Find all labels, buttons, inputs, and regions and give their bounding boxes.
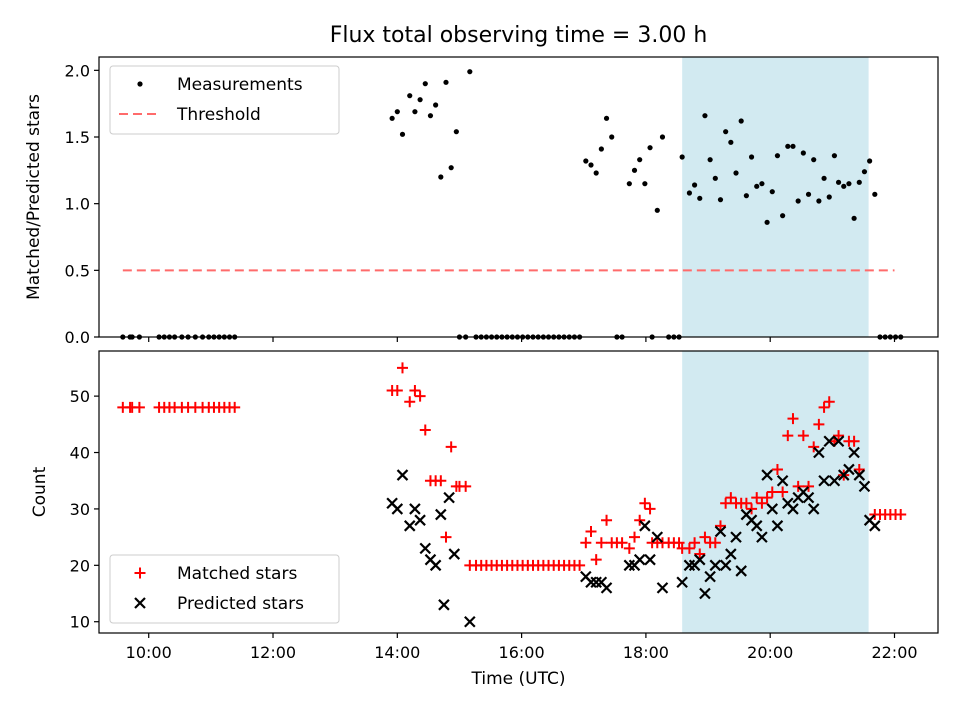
- ratio-data-point: [754, 184, 759, 189]
- ratio-data-point: [723, 129, 728, 134]
- ratio-data-point: [872, 192, 877, 197]
- ratio-data-point: [796, 198, 801, 203]
- ratio-data-point: [739, 118, 744, 123]
- ratio-data-point: [852, 216, 857, 221]
- ratio-data-point: [718, 197, 723, 202]
- count-x-tick-label: 18:00: [623, 643, 669, 662]
- ratio-data-point: [594, 170, 599, 175]
- ratio-data-point: [660, 134, 665, 139]
- ratio-data-point: [395, 109, 400, 114]
- ratio-data-point: [632, 168, 637, 173]
- ratio-y-tick-label: 1.5: [65, 128, 90, 147]
- count-y-tick-label: 50: [70, 387, 90, 406]
- ratio-data-point: [417, 97, 422, 102]
- count-y-axis-label: Count: [30, 466, 50, 517]
- ratio-data-point: [443, 80, 448, 85]
- count-x-tick-label: 10:00: [126, 643, 172, 662]
- count-legend-label: Matched stars: [177, 564, 297, 584]
- ratio-data-point: [588, 162, 593, 167]
- ratio-data-point: [609, 134, 614, 139]
- ratio-data-point: [680, 154, 685, 159]
- ratio-data-point: [438, 174, 443, 179]
- count-x-tick-label: 16:00: [499, 643, 545, 662]
- ratio-data-point: [637, 157, 642, 162]
- ratio-data-point: [449, 165, 454, 170]
- ratio-data-point: [785, 144, 790, 149]
- ratio-data-point: [836, 180, 841, 185]
- ratio-legend-label: Threshold: [176, 105, 261, 125]
- ratio-data-point: [806, 192, 811, 197]
- ratio-y-tick-label: 0.0: [65, 328, 90, 347]
- ratio-data-point: [599, 146, 604, 151]
- ratio-data-point: [627, 181, 632, 186]
- ratio-data-point: [428, 113, 433, 118]
- ratio-data-point: [749, 154, 754, 159]
- ratio-y-tick-label: 2.0: [65, 61, 90, 80]
- ratio-data-point: [604, 116, 609, 121]
- ratio-data-point: [708, 157, 713, 162]
- ratio-data-point: [816, 198, 821, 203]
- ratio-data-point: [801, 150, 806, 155]
- ratio-legend: Measurements Threshold: [110, 66, 339, 134]
- ratio-data-point: [759, 181, 764, 186]
- ratio-data-point: [841, 184, 846, 189]
- ratio-data-point: [790, 144, 795, 149]
- ratio-data-point: [846, 181, 851, 186]
- count-legend-label: Predicted stars: [177, 594, 304, 614]
- ratio-y-axis-label: Matched/Predicted stars: [24, 94, 44, 300]
- ratio-y-tick-label: 1.0: [65, 195, 90, 214]
- ratio-data-point: [412, 109, 417, 114]
- ratio-data-point: [390, 116, 395, 121]
- ratio-data-point: [811, 157, 816, 162]
- ratio-data-point: [733, 170, 738, 175]
- ratio-data-point: [780, 213, 785, 218]
- ratio-data-point: [642, 181, 647, 186]
- ratio-data-point: [744, 193, 749, 198]
- count-x-tick-label: 20:00: [747, 643, 793, 662]
- ratio-data-point: [687, 190, 692, 195]
- count-x-tick-label: 22:00: [871, 643, 917, 662]
- ratio-shaded-span: [682, 57, 868, 337]
- count-legend: Matched stars Predicted stars: [110, 555, 339, 623]
- ratio-data-point: [728, 140, 733, 145]
- ratio-data-point: [764, 220, 769, 225]
- ratio-data-point: [454, 129, 459, 134]
- ratio-data-point: [467, 69, 472, 74]
- ratio-legend-dot-swatch: [137, 81, 142, 86]
- count-x-tick-label: 12:00: [250, 643, 296, 662]
- ratio-data-point: [400, 132, 405, 137]
- ratio-data-point: [702, 113, 707, 118]
- ratio-data-point: [583, 158, 588, 163]
- ratio-data-point: [827, 194, 832, 199]
- ratio-data-point: [647, 145, 652, 150]
- figure-title: Flux total observing time = 3.00 h: [330, 23, 708, 48]
- count-y-tick-label: 30: [70, 500, 90, 519]
- ratio-data-point: [857, 180, 862, 185]
- ratio-y-tick-label: 0.5: [65, 261, 90, 280]
- count-y-tick-label: 40: [70, 444, 90, 463]
- ratio-legend-label: Measurements: [177, 75, 303, 95]
- ratio-data-point: [697, 196, 702, 201]
- ratio-data-point: [775, 153, 780, 158]
- ratio-data-point: [407, 93, 412, 98]
- count-x-tick-label: 14:00: [374, 643, 420, 662]
- ratio-data-point: [433, 102, 438, 107]
- ratio-data-point: [655, 208, 660, 213]
- ratio-data-point: [867, 158, 872, 163]
- ratio-data-point: [832, 153, 837, 158]
- count-x-axis-label: Time (UTC): [471, 669, 566, 689]
- ratio-data-point: [862, 169, 867, 174]
- ratio-data-point: [423, 81, 428, 86]
- ratio-data-point: [713, 176, 718, 181]
- ratio-data-point: [770, 189, 775, 194]
- count-y-tick-label: 10: [70, 613, 90, 632]
- ratio-data-point: [821, 176, 826, 181]
- figure: Flux total observing time = 3.00 h 0.0 0.…: [0, 0, 960, 720]
- count-y-tick-label: 20: [70, 556, 90, 575]
- ratio-data-point: [692, 182, 697, 187]
